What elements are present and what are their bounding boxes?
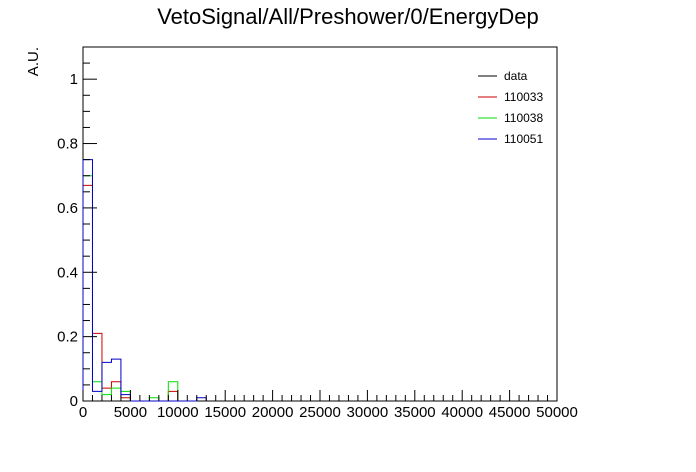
x-tick-label: 35000 [394, 404, 436, 421]
y-tick-label: 0.4 [57, 264, 78, 281]
series-line-110051 [82, 159, 207, 402]
y-tick-label: 0 [70, 393, 78, 410]
y-tick-label: 0.8 [57, 136, 78, 153]
x-tick-label: 20000 [252, 404, 294, 421]
y-tick-label: 1 [70, 71, 78, 88]
plot-border [82, 46, 558, 402]
legend: data 110033 110038 110051 [478, 69, 543, 146]
x-tick-label: 5000 [114, 404, 147, 421]
series-line-110038 [82, 175, 179, 402]
x-tick-label: 40000 [441, 404, 483, 421]
x-tick-label: 50000 [536, 404, 578, 421]
x-tick-label: 10000 [157, 404, 199, 421]
series-line-110033 [82, 184, 179, 402]
x-tick-label: 25000 [299, 404, 341, 421]
y-tick-label: 0.2 [57, 329, 78, 346]
legend-label-110051: 110051 [504, 132, 543, 146]
legend-label-110038: 110038 [504, 111, 543, 125]
chart-title: VetoSignal/All/Preshower/0/EnergyDep [157, 4, 539, 29]
x-tick-label: 30000 [347, 404, 389, 421]
legend-label-data: data [504, 69, 528, 83]
y-tick-label: 0.6 [57, 200, 78, 217]
axis-ticks: 0 5000 10000 15000 20000 25000 30000 35000 40000… [57, 62, 578, 421]
x-tick-label: 0 [79, 404, 87, 421]
x-tick-label: 15000 [204, 404, 246, 421]
y-axis-label: A.U. [25, 47, 42, 76]
legend-label-110033: 110033 [504, 90, 543, 104]
plot-frame [82, 46, 558, 402]
series-layer [82, 159, 207, 402]
x-tick-label: 45000 [489, 404, 531, 421]
